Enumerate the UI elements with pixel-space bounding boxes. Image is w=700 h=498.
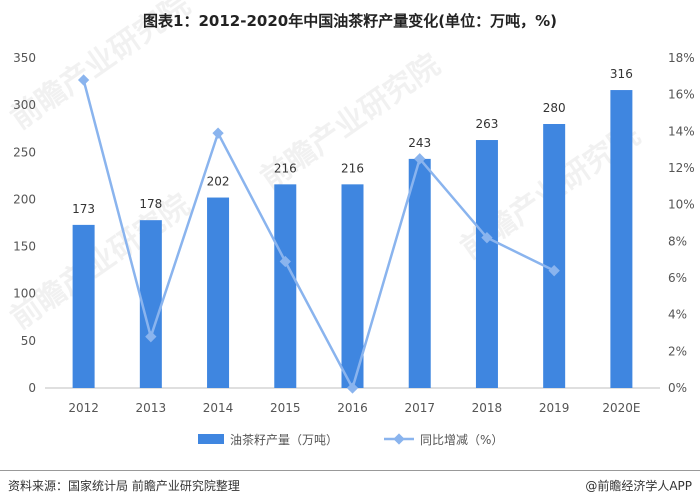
bar xyxy=(274,184,297,388)
bar-data-label: 243 xyxy=(408,136,431,150)
x-axis-tick-label: 2012 xyxy=(68,401,99,415)
right-axis-ticks: 0% 2% 4% 6% 8% 10% 12% 14% 16% 18% xyxy=(668,51,695,395)
bar xyxy=(139,220,162,388)
source-note: 资料来源：国家统计局 前瞻产业研究院整理 xyxy=(8,479,240,493)
brand-note: @前瞻经济学人APP xyxy=(585,479,692,493)
bar xyxy=(543,124,566,388)
bar xyxy=(72,224,95,388)
right-axis-tick-label: 8% xyxy=(668,234,687,248)
bar-series xyxy=(72,90,633,389)
x-axis-tick-label: 2019 xyxy=(539,401,570,415)
bar-data-label: 178 xyxy=(139,197,162,211)
bar-data-label: 316 xyxy=(610,67,633,81)
right-axis-tick-label: 12% xyxy=(668,161,695,175)
right-axis-tick-label: 14% xyxy=(668,124,695,138)
line-point-marker xyxy=(212,127,224,139)
bar-data-label: 263 xyxy=(475,117,498,131)
right-axis-tick-label: 10% xyxy=(668,198,695,212)
right-axis-tick-label: 18% xyxy=(668,51,695,65)
x-axis-tick-label: 2013 xyxy=(136,401,167,415)
legend-bar-swatch xyxy=(198,434,224,444)
bar-data-labels: 173 178 202 216 216 243 263 280 316 xyxy=(72,67,633,216)
bar xyxy=(408,158,431,388)
left-axis-tick-label: 300 xyxy=(13,98,36,112)
right-axis-tick-label: 16% xyxy=(668,88,695,102)
x-axis-tick-label: 2017 xyxy=(404,401,435,415)
chart-footer: 资料来源：国家统计局 前瞻产业研究院整理 @前瞻经济学人APP xyxy=(0,470,700,498)
line-point-marker xyxy=(346,382,359,394)
watermark-text: 前瞻产业研究院 xyxy=(5,187,197,336)
bar-data-label: 216 xyxy=(341,161,364,175)
right-axis-tick-label: 4% xyxy=(668,308,687,322)
line-point-marker xyxy=(145,331,157,343)
watermark-text: 前瞻产业研究院 xyxy=(5,0,197,137)
bar xyxy=(610,90,633,389)
x-axis-tick-label: 2014 xyxy=(203,401,234,415)
line-point-marker xyxy=(414,153,426,165)
left-axis-tick-label: 100 xyxy=(13,287,36,301)
x-axis-ticks: 2012 2013 2014 2015 2016 2017 2018 2019 2020E xyxy=(68,401,640,415)
left-axis-tick-label: 200 xyxy=(13,192,36,206)
line-point-marker xyxy=(481,232,493,244)
left-axis-tick-label: 150 xyxy=(13,240,36,254)
legend-line-label: 同比增减（%） xyxy=(420,433,503,447)
chart-title: 图表1：2012-2020年中国油茶籽产量变化(单位：万吨，%) xyxy=(143,12,557,30)
legend-line-marker xyxy=(393,433,405,445)
line-path xyxy=(82,79,555,392)
x-axis-tick-label: 2015 xyxy=(270,401,301,415)
left-axis-tick-label: 250 xyxy=(13,145,36,159)
x-axis-tick-label: 2018 xyxy=(472,401,503,415)
x-axis-tick-label: 2020E xyxy=(602,401,640,415)
legend-bar-label: 油茶籽产量（万吨） xyxy=(230,432,338,447)
right-axis-tick-label: 0% xyxy=(668,381,687,395)
bar-data-label: 202 xyxy=(207,175,230,189)
chart-plot: 前瞻产业研究院前瞻产业研究院前瞻产业研究院前瞻产业研究院 05010015020… xyxy=(5,0,695,447)
bar-data-label: 280 xyxy=(543,101,566,115)
left-axis-tick-label: 50 xyxy=(21,334,36,348)
left-axis-tick-label: 350 xyxy=(13,51,36,65)
left-axis-tick-label: 0 xyxy=(28,381,36,395)
right-axis-tick-label: 6% xyxy=(668,271,687,285)
bar-data-label: 216 xyxy=(274,161,297,175)
right-axis-tick-label: 2% xyxy=(668,344,687,358)
bar xyxy=(475,140,498,388)
x-axis-tick-label: 2016 xyxy=(337,401,368,415)
left-axis-ticks: 0 50 100 150 200 250 300 350 xyxy=(13,51,36,395)
line-point-marker xyxy=(279,255,291,268)
line-point-marker xyxy=(548,265,560,277)
bar-data-label: 173 xyxy=(72,202,95,216)
bar xyxy=(341,184,364,388)
legend: 油茶籽产量（万吨） 同比增减（%） xyxy=(198,432,503,447)
bar xyxy=(207,197,230,388)
